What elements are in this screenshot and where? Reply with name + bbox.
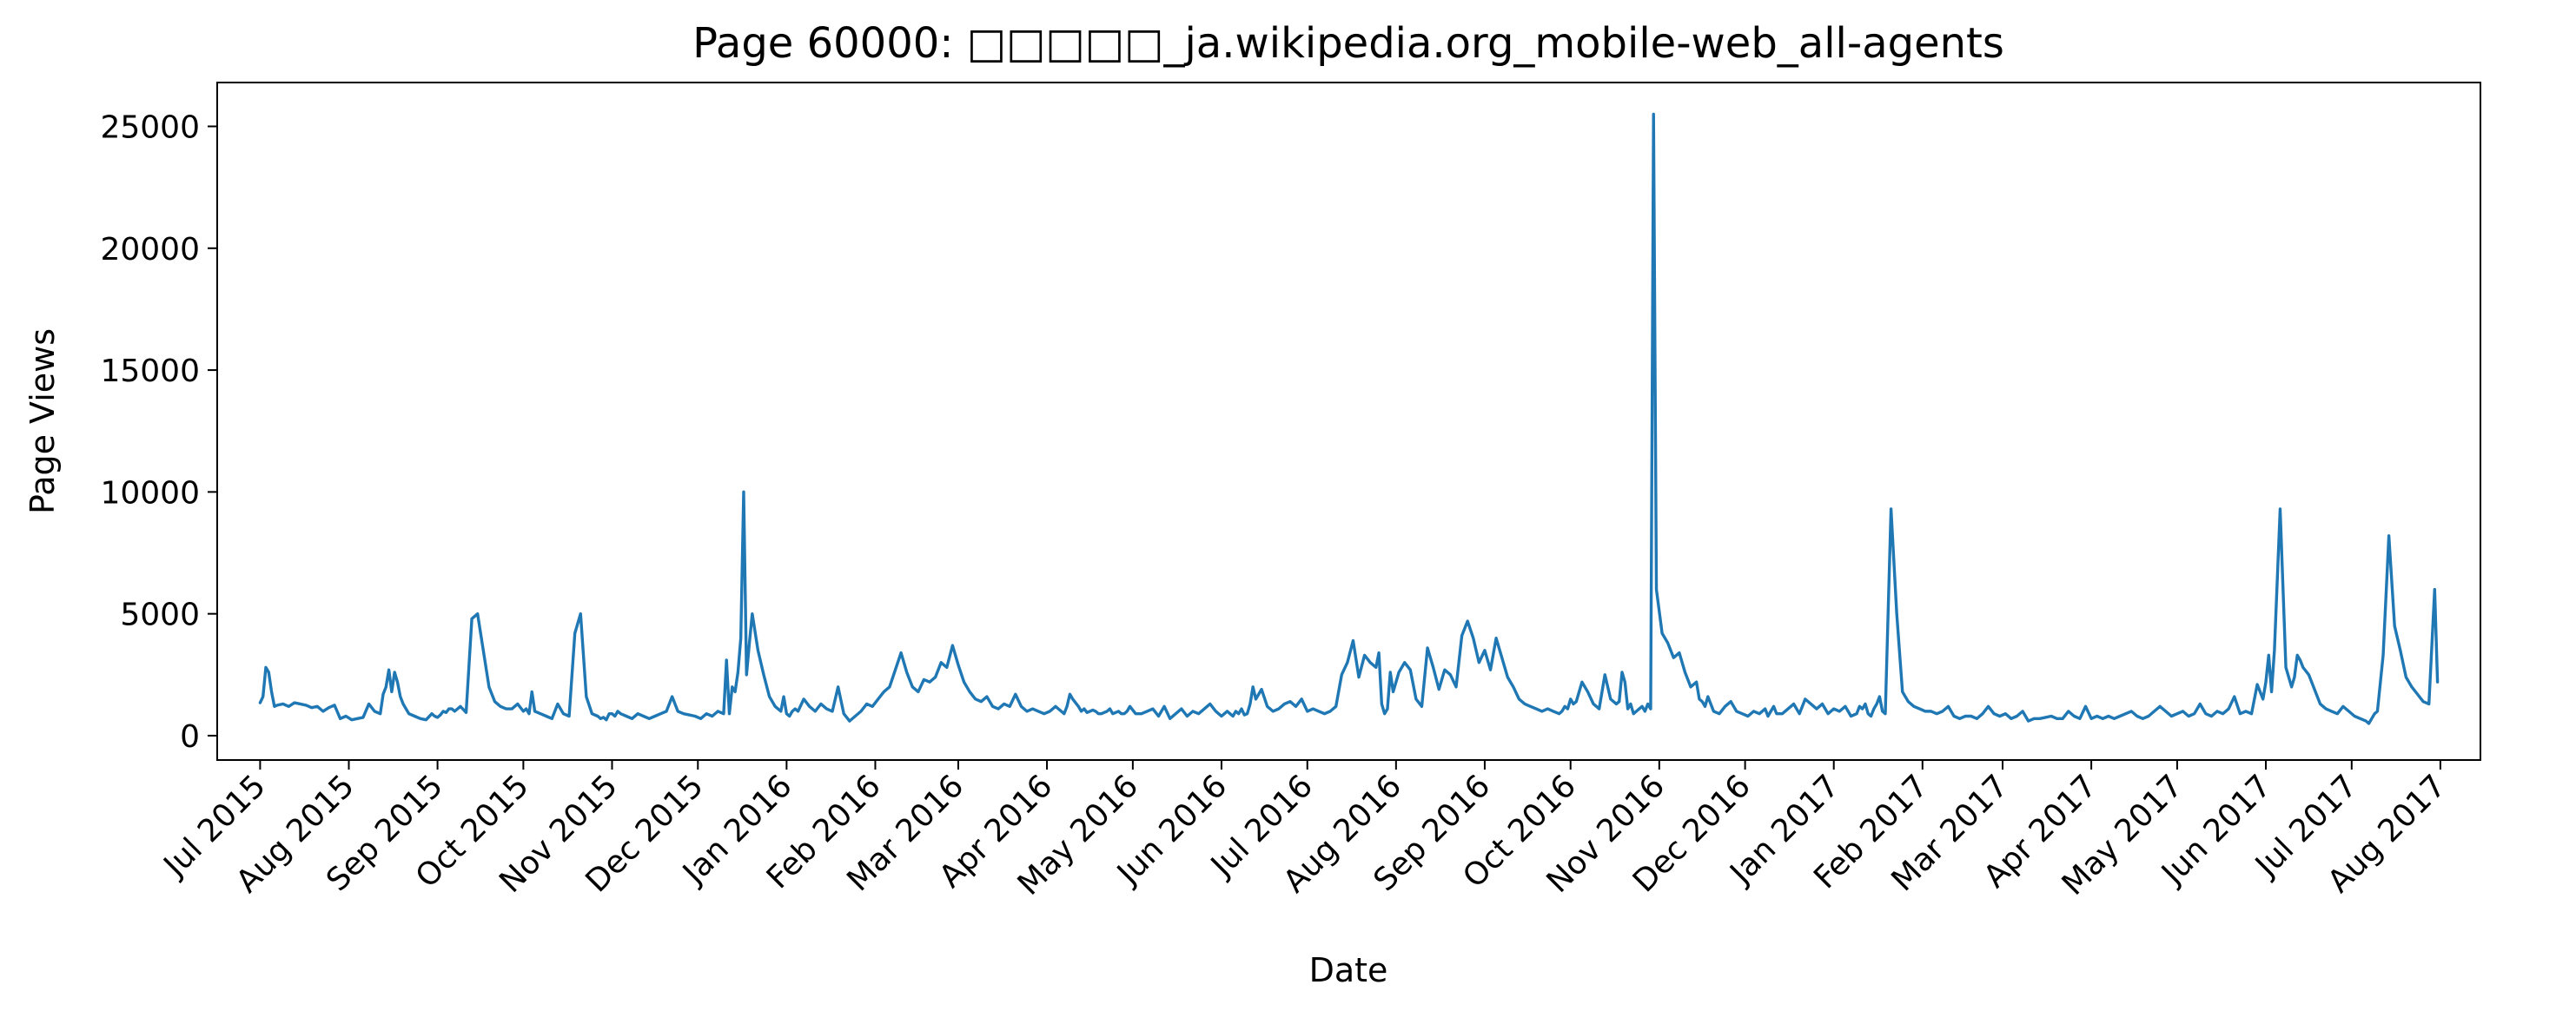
y-axis: 0 5000 10000 15000 20000 25000 [100, 110, 217, 755]
chart-title: Page 60000: □□□□□_ja.wikipedia.org_mobil… [692, 19, 2004, 68]
y-axis-label: Page Views [23, 328, 62, 514]
y-tick-label: 20000 [100, 232, 200, 268]
y-tick-label: 15000 [100, 354, 200, 389]
y-tick-label: 10000 [100, 475, 200, 511]
x-axis-label: Date [1309, 951, 1388, 989]
y-tick-label: 5000 [120, 598, 200, 633]
y-tick-label: 25000 [100, 110, 200, 146]
plot-area [217, 83, 2480, 760]
y-tick-label: 0 [180, 719, 200, 755]
series-line-page-views [260, 114, 2437, 723]
